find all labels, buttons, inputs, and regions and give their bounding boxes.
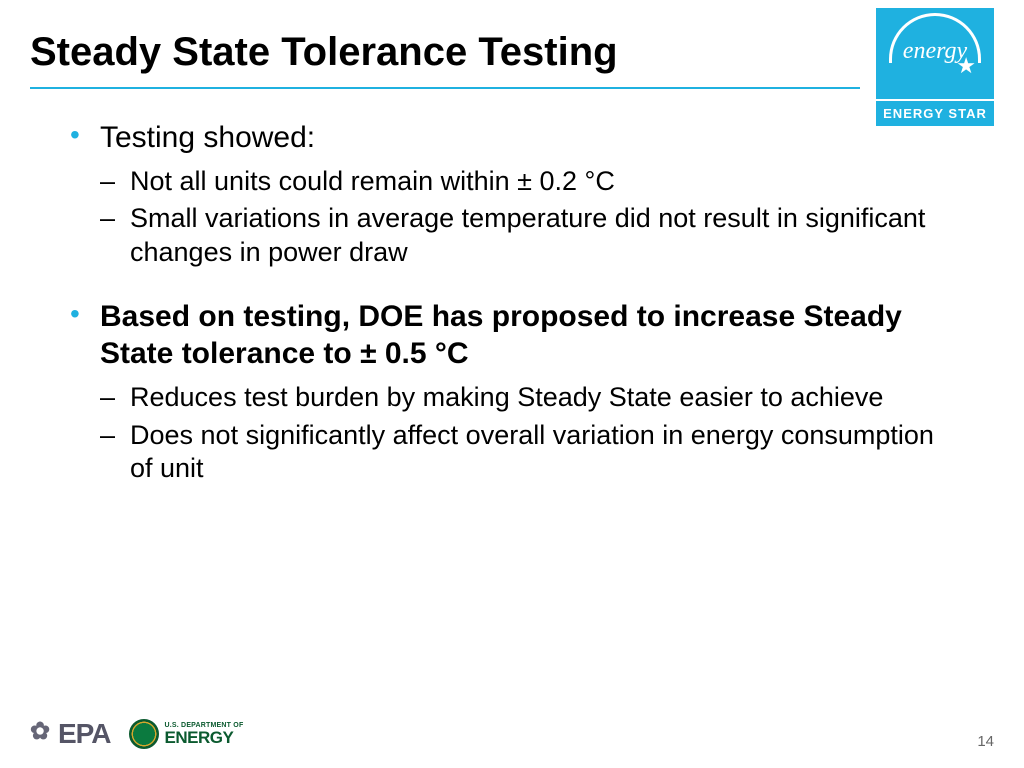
sub-bullet-item: Small variations in average temperature … — [100, 202, 954, 270]
doe-logo: U.S. DEPARTMENT OF ENERGY — [129, 719, 244, 749]
sub-bullet-item: Does not significantly affect overall va… — [100, 419, 954, 487]
bullet-item: Based on testing, DOE has proposed to in… — [70, 298, 954, 486]
slide-content: Testing showed: Not all units could remai… — [0, 89, 1024, 486]
bullet-text: Based on testing, DOE has proposed to in… — [100, 298, 954, 373]
epa-flower-icon — [30, 721, 56, 747]
bullet-item: Testing showed: Not all units could remai… — [70, 119, 954, 270]
energy-star-logo: energy ★ ENERGY STAR — [876, 8, 994, 126]
epa-logo: EPA — [30, 718, 111, 750]
title-rule — [30, 87, 860, 89]
page-number: 14 — [977, 733, 994, 750]
star-icon: ★ — [956, 53, 976, 79]
footer-logos: EPA U.S. DEPARTMENT OF ENERGY — [30, 718, 243, 750]
doe-seal-icon — [129, 719, 159, 749]
doe-energy-label: ENERGY — [165, 729, 244, 746]
slide-title: Steady State Tolerance Testing — [30, 30, 994, 75]
sub-bullet-item: Reduces test burden by making Steady Sta… — [100, 381, 954, 415]
sub-bullet-item: Not all units could remain within ± 0.2 … — [100, 165, 954, 199]
bullet-text: Testing showed: — [100, 119, 954, 157]
epa-text: EPA — [58, 718, 111, 750]
